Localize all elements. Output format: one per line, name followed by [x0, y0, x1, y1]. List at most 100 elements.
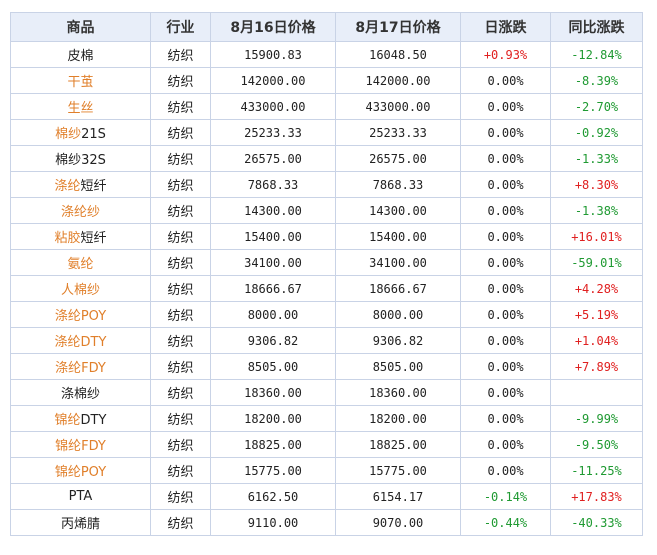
commodity-name: 涤纶短纤	[10, 171, 151, 198]
industry-cell: 纺织	[150, 509, 211, 536]
table-row: 涤纶短纤 纺织 7868.33 7868.33 0.00% +8.30%	[10, 171, 643, 198]
price-aug17-cell: 14300.00	[335, 197, 461, 224]
table-row: 锦纶DTY 纺织 18200.00 18200.00 0.00% -9.99%	[10, 405, 643, 432]
price-aug16-cell: 15775.00	[210, 457, 336, 484]
table-row: 丙烯腈 纺织 9110.00 9070.00 -0.44% -40.33%	[10, 509, 643, 536]
price-aug16-cell: 8505.00	[210, 353, 336, 380]
commodity-name: 生丝	[10, 93, 151, 120]
commodity-link-text[interactable]: 涤纶POY	[54, 309, 107, 324]
price-aug16-cell: 26575.00	[210, 145, 336, 172]
price-aug16-cell: 15400.00	[210, 223, 336, 250]
commodity-name-text: 短纤	[80, 179, 107, 194]
price-aug17-cell: 6154.17	[335, 483, 461, 510]
commodity-link-text[interactable]: 生丝	[67, 101, 94, 116]
industry-cell: 纺织	[150, 457, 211, 484]
table-row: 棉纱21S 纺织 25233.33 25233.33 0.00% -0.92%	[10, 119, 643, 146]
table-body: 皮棉 纺织 15900.83 16048.50 +0.93% -12.84% 干茧 纺织 142…	[10, 41, 643, 536]
daily-change-cell: 0.00%	[460, 353, 551, 380]
industry-cell: 纺织	[150, 405, 211, 432]
table-row: 锦纶FDY 纺织 18825.00 18825.00 0.00% -9.50%	[10, 431, 643, 458]
price-aug16-cell: 15900.83	[210, 41, 336, 68]
table-row: 涤纶纱 纺织 14300.00 14300.00 0.00% -1.38%	[10, 197, 643, 224]
industry-cell: 纺织	[150, 275, 211, 302]
commodity-name-text: 涤棉纱	[60, 387, 100, 402]
price-aug16-cell: 18200.00	[210, 405, 336, 432]
commodity-link-text[interactable]: 锦纶POY	[54, 465, 107, 480]
commodity-link-text[interactable]: 人棉纱	[60, 283, 100, 298]
commodity-link-text[interactable]: 粘胶	[54, 231, 81, 246]
table-row: 锦纶POY 纺织 15775.00 15775.00 0.00% -11.25%	[10, 457, 643, 484]
price-aug16-cell: 7868.33	[210, 171, 336, 198]
industry-cell: 纺织	[150, 483, 211, 510]
commodity-name: 涤纶FDY	[10, 353, 151, 380]
industry-cell: 纺织	[150, 379, 211, 406]
yoy-change-cell: -1.33%	[550, 145, 643, 172]
yoy-change-cell: +1.04%	[550, 327, 643, 354]
price-aug17-cell: 15400.00	[335, 223, 461, 250]
industry-cell: 纺织	[150, 223, 211, 250]
daily-change-cell: 0.00%	[460, 405, 551, 432]
commodity-name: 粘胶短纤	[10, 223, 151, 250]
commodity-link-text[interactable]: 锦纶	[54, 413, 81, 428]
daily-change-cell: 0.00%	[460, 171, 551, 198]
industry-cell: 纺织	[150, 119, 211, 146]
price-aug16-cell: 8000.00	[210, 301, 336, 328]
daily-change-cell: 0.00%	[460, 249, 551, 276]
commodity-link-text[interactable]: 锦纶FDY	[55, 439, 106, 454]
daily-change-cell: 0.00%	[460, 431, 551, 458]
commodity-link-text[interactable]: 氨纶	[67, 257, 94, 272]
price-aug17-cell: 18200.00	[335, 405, 461, 432]
commodity-link-text[interactable]: 干茧	[67, 75, 94, 90]
price-aug17-cell: 18360.00	[335, 379, 461, 406]
table-row: 干茧 纺织 142000.00 142000.00 0.00% -8.39%	[10, 67, 643, 94]
yoy-change-cell: +4.28%	[550, 275, 643, 302]
price-aug17-cell: 18825.00	[335, 431, 461, 458]
commodity-name: 涤纶纱	[10, 197, 151, 224]
commodity-name: 涤纶DTY	[10, 327, 151, 354]
industry-cell: 纺织	[150, 353, 211, 380]
price-aug17-cell: 25233.33	[335, 119, 461, 146]
yoy-change-cell	[550, 379, 643, 406]
table-row: PTA 纺织 6162.50 6154.17 -0.14% +17.83%	[10, 483, 643, 510]
table-row: 氨纶 纺织 34100.00 34100.00 0.00% -59.01%	[10, 249, 643, 276]
daily-change-cell: 0.00%	[460, 275, 551, 302]
industry-cell: 纺织	[150, 327, 211, 354]
yoy-change-cell: +17.83%	[550, 483, 643, 510]
col-header-price-aug16: 8月16日价格	[210, 12, 336, 42]
daily-change-cell: 0.00%	[460, 457, 551, 484]
commodity-name: 涤纶POY	[10, 301, 151, 328]
table-row: 人棉纱 纺织 18666.67 18666.67 0.00% +4.28%	[10, 275, 643, 302]
commodity-link-text[interactable]: 涤纶DTY	[54, 335, 107, 350]
price-aug16-cell: 14300.00	[210, 197, 336, 224]
commodity-name: 氨纶	[10, 249, 151, 276]
commodity-link-text[interactable]: 涤纶	[54, 179, 81, 194]
price-aug17-cell: 26575.00	[335, 145, 461, 172]
table-row: 生丝 纺织 433000.00 433000.00 0.00% -2.70%	[10, 93, 643, 120]
commodity-name-text: 短纤	[80, 231, 107, 246]
yoy-change-cell: -9.50%	[550, 431, 643, 458]
price-aug17-cell: 16048.50	[335, 41, 461, 68]
commodity-link-text[interactable]: 棉纱	[55, 127, 82, 142]
price-aug16-cell: 6162.50	[210, 483, 336, 510]
commodity-name: 丙烯腈	[10, 509, 151, 536]
commodity-link-text[interactable]: 涤纶FDY	[55, 361, 106, 376]
commodity-name-text: DTY	[80, 413, 107, 428]
price-aug17-cell: 9070.00	[335, 509, 461, 536]
table-row: 涤纶POY 纺织 8000.00 8000.00 0.00% +5.19%	[10, 301, 643, 328]
commodity-name: 干茧	[10, 67, 151, 94]
yoy-change-cell: +7.89%	[550, 353, 643, 380]
daily-change-cell: 0.00%	[460, 327, 551, 354]
price-aug17-cell: 142000.00	[335, 67, 461, 94]
table-row: 涤纶DTY 纺织 9306.82 9306.82 0.00% +1.04%	[10, 327, 643, 354]
industry-cell: 纺织	[150, 249, 211, 276]
price-aug17-cell: 7868.33	[335, 171, 461, 198]
commodity-name: 人棉纱	[10, 275, 151, 302]
commodity-name-text: PTA	[68, 489, 93, 504]
table-row: 皮棉 纺织 15900.83 16048.50 +0.93% -12.84%	[10, 41, 643, 68]
yoy-change-cell: -2.70%	[550, 93, 643, 120]
yoy-change-cell: -9.99%	[550, 405, 643, 432]
commodity-link-text[interactable]: 涤纶纱	[60, 205, 100, 220]
table-row: 涤棉纱 纺织 18360.00 18360.00 0.00%	[10, 379, 643, 406]
price-aug16-cell: 433000.00	[210, 93, 336, 120]
col-header-industry: 行业	[150, 12, 211, 42]
